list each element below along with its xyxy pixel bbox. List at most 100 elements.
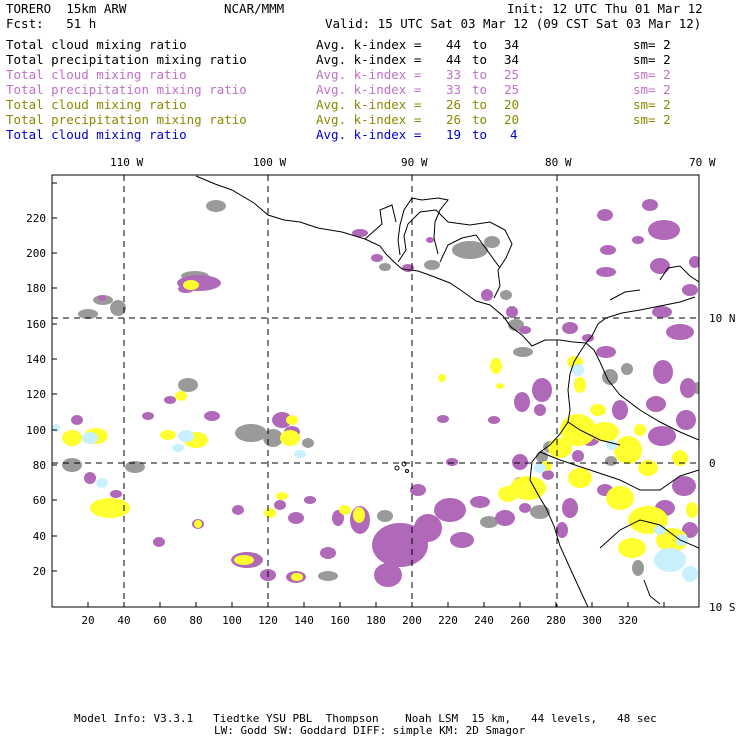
legend-from: 44	[446, 52, 462, 67]
legend-row: Total cloud mixing ratio Avg. k-index = …	[6, 127, 518, 142]
y-tick-label: 80	[33, 459, 46, 472]
lat-label: 0	[709, 457, 716, 470]
legend-avg: Avg. k-index =	[316, 52, 422, 67]
y-tick-label: 160	[26, 318, 46, 331]
legend-from: 19	[446, 127, 462, 142]
forecast-hour: Fcst: 51 h	[6, 16, 97, 31]
legend-field: Total precipitation mixing ratio	[6, 52, 247, 67]
y-tick-label: 100	[26, 424, 46, 437]
legend-to-word: to	[472, 67, 488, 82]
legend-avg: Avg. k-index =	[316, 112, 422, 127]
legend-row: Total precipitation mixing ratio Avg. k-…	[6, 82, 671, 97]
coastlines	[195, 175, 699, 607]
legend-to: 20	[504, 112, 520, 127]
legend-field: Total cloud mixing ratio	[6, 67, 187, 82]
legend-avg: Avg. k-index =	[316, 97, 422, 112]
x-tick-label: 60	[153, 614, 166, 627]
model-title: TORERO 15km ARW	[6, 1, 127, 16]
legend-from: 33	[446, 82, 462, 97]
org-label: NCAR/MMM	[224, 1, 285, 16]
x-tick-label: 180	[366, 614, 386, 627]
legend-avg: Avg. k-index =	[316, 67, 422, 82]
legend-field: Total cloud mixing ratio	[6, 127, 187, 142]
legend-row: Total cloud mixing ratio Avg. k-index = …	[6, 67, 671, 82]
model-info-line1: Model Info: V3.3.1 Tiedtke YSU PBL Thomp…	[74, 712, 657, 725]
x-tick-label: 120	[258, 614, 278, 627]
x-tick-label: 200	[402, 614, 422, 627]
legend-row: Total precipitation mixing ratio Avg. k-…	[6, 52, 671, 67]
y-tick-labels: 20 40 60 80 100 120 140 160 180 200 220	[26, 212, 46, 578]
graticule	[52, 175, 699, 607]
cyan-cloud-patches	[52, 364, 698, 582]
legend-from: 44	[446, 37, 462, 52]
yellow-cloud-patches	[62, 280, 698, 581]
legend-avg: Avg. k-index =	[316, 127, 422, 142]
lat-label: 10 N	[709, 312, 736, 325]
x-tick-label: 160	[330, 614, 350, 627]
lon-label: 110 W	[110, 156, 143, 169]
lon-label: 90 W	[401, 156, 428, 169]
legend-to-word: to	[472, 82, 488, 97]
axis-ticks	[52, 182, 665, 607]
legend-to: 34	[504, 37, 520, 52]
legend-field: Total precipitation mixing ratio	[6, 112, 247, 127]
y-tick-label: 220	[26, 212, 46, 225]
legend-sm: sm= 2	[633, 52, 671, 67]
lon-label: 100 W	[253, 156, 286, 169]
y-tick-label: 140	[26, 353, 46, 366]
lon-label: 70 W	[689, 156, 716, 169]
legend-to: 20	[504, 97, 520, 112]
x-tick-label: 300	[582, 614, 602, 627]
legend-to-word: to	[472, 112, 488, 127]
legend-sm: sm= 2	[633, 97, 671, 112]
lon-label: 80 W	[545, 156, 572, 169]
x-tick-label: 100	[222, 614, 242, 627]
legend-row: Total precipitation mixing ratio Avg. k-…	[6, 112, 671, 127]
x-tick-label: 140	[294, 614, 314, 627]
valid-time: Valid: 15 UTC Sat 03 Mar 12 (09 CST Sat …	[325, 16, 702, 31]
legend-to-word: to	[472, 52, 488, 67]
legend-sm: sm= 2	[633, 82, 671, 97]
x-tick-label: 20	[81, 614, 94, 627]
y-tick-label: 40	[33, 530, 46, 543]
y-tick-label: 200	[26, 247, 46, 260]
legend-field: Total cloud mixing ratio	[6, 37, 187, 52]
legend-sm: sm= 2	[633, 37, 671, 52]
legend-to: 25	[504, 67, 520, 82]
legend-avg: Avg. k-index =	[316, 82, 422, 97]
legend-to: 34	[504, 52, 520, 67]
grey-cloud-patches	[62, 200, 699, 581]
purple-cloud-patches	[71, 199, 699, 587]
x-tick-label: 220	[438, 614, 458, 627]
legend-to: 25	[504, 82, 520, 97]
legend-from: 33	[446, 67, 462, 82]
legend-avg: Avg. k-index =	[316, 37, 422, 52]
x-tick-label: 80	[189, 614, 202, 627]
legend-sm: sm= 2	[633, 112, 671, 127]
model-info-line2: LW: Godd SW: Goddard DIFF: simple KM: 2D…	[214, 724, 526, 737]
legend-row: Total cloud mixing ratio Avg. k-index = …	[6, 37, 671, 52]
x-tick-label: 240	[474, 614, 494, 627]
legend-field: Total precipitation mixing ratio	[6, 82, 247, 97]
lat-label: 10 S	[709, 601, 736, 614]
legend-to: 4	[510, 127, 518, 142]
legend-row: Total cloud mixing ratio Avg. k-index = …	[6, 97, 671, 112]
legend-from: 26	[446, 112, 462, 127]
x-tick-label: 260	[510, 614, 530, 627]
legend-to-word: to	[472, 37, 488, 52]
legend-field: Total cloud mixing ratio	[6, 97, 187, 112]
cloud-fields	[52, 175, 699, 607]
x-tick-label: 320	[618, 614, 638, 627]
legend-from: 26	[446, 97, 462, 112]
y-tick-label: 60	[33, 494, 46, 507]
legend-to-word: to	[472, 127, 488, 142]
y-tick-label: 20	[33, 565, 46, 578]
legend-sm: sm= 2	[633, 67, 671, 82]
init-time: Init: 12 UTC Thu 01 Mar 12	[507, 1, 703, 16]
x-tick-label: 40	[117, 614, 130, 627]
x-tick-labels: 20 40 60 80 100 120 140 160 180 200 220 …	[81, 614, 638, 627]
y-tick-label: 180	[26, 282, 46, 295]
x-tick-label: 280	[546, 614, 566, 627]
y-tick-label: 120	[26, 388, 46, 401]
